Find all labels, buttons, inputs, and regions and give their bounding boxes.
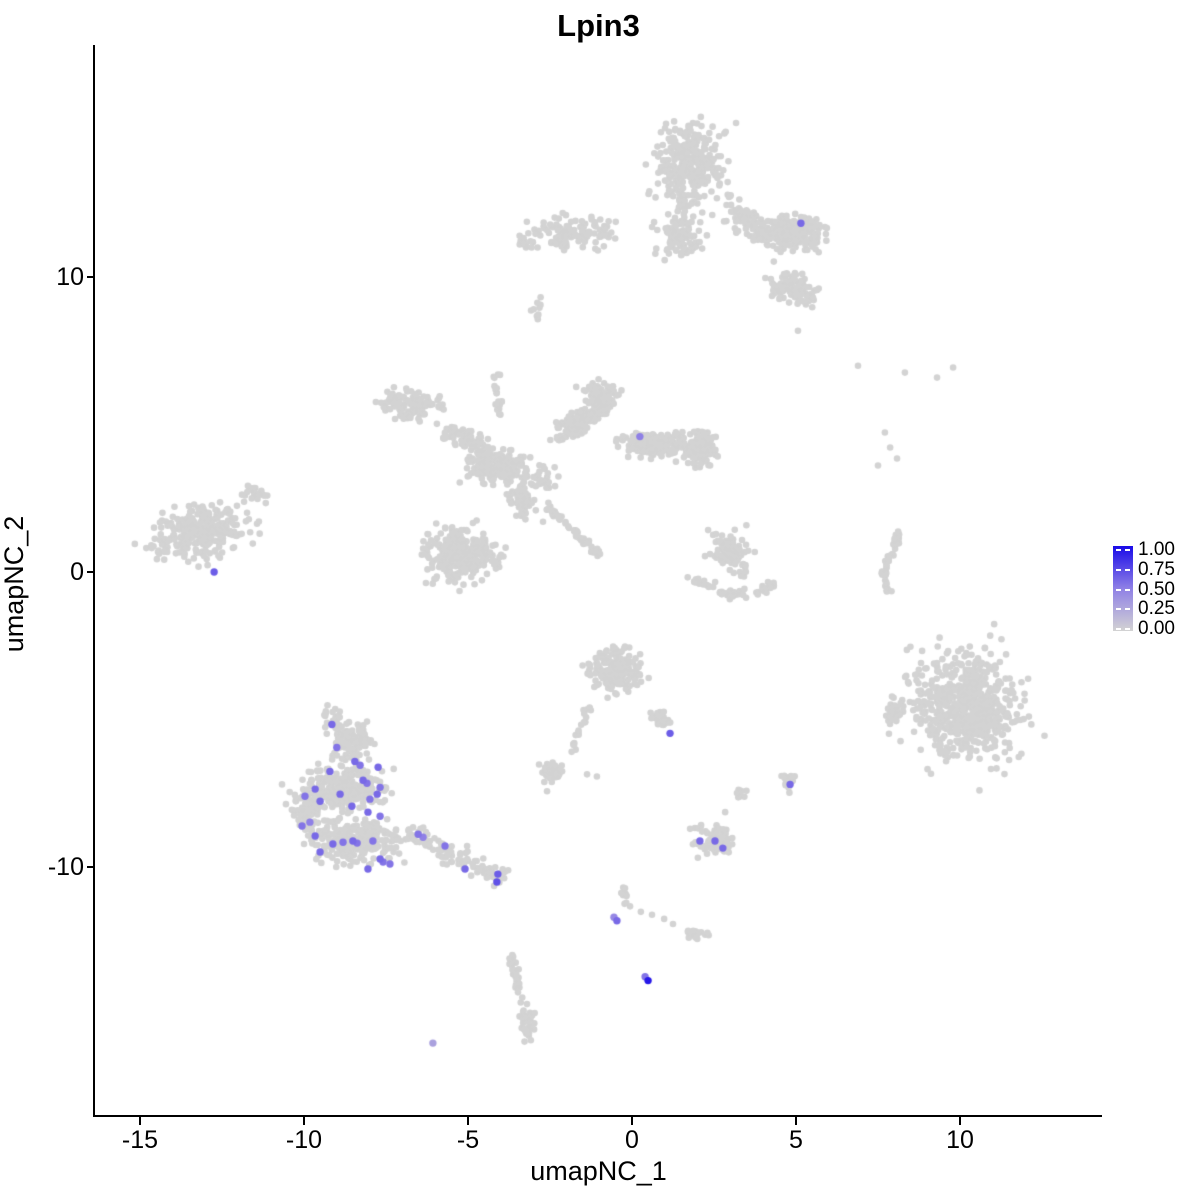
- plot-panel: [93, 45, 1102, 1117]
- x-tick-mark: [467, 1117, 469, 1125]
- y-tick-label: -10: [47, 853, 84, 881]
- plot-title: Lpin3: [557, 8, 640, 43]
- colorbar-tick: [1116, 628, 1121, 630]
- x-tick-label: 10: [946, 1126, 974, 1154]
- y-tick-mark: [87, 866, 95, 868]
- colorbar-tick: [1125, 608, 1130, 611]
- y-tick-mark: [87, 276, 95, 278]
- x-tick-mark: [303, 1117, 305, 1125]
- colorbar-label: 0.00: [1138, 618, 1175, 639]
- colorbar-tick: [1116, 608, 1121, 611]
- x-tick-label: 0: [625, 1126, 639, 1154]
- x-axis-title: umapNC_1: [530, 1156, 667, 1186]
- y-tick-label: 0: [70, 558, 84, 586]
- colorbar-tick: [1125, 549, 1130, 551]
- umap-scatter-canvas: [95, 45, 1102, 1115]
- colorbar-tick: [1116, 568, 1121, 571]
- colorbar-gradient: [1113, 546, 1133, 631]
- colorbar-label: 0.25: [1138, 598, 1175, 620]
- x-tick-mark: [631, 1117, 633, 1125]
- colorbar-tick: [1125, 588, 1130, 591]
- y-tick-mark: [87, 571, 95, 573]
- colorbar-tick: [1116, 549, 1121, 551]
- y-axis-title: umapNC_2: [0, 515, 29, 653]
- colorbar-label: 0.75: [1138, 558, 1175, 580]
- x-tick-mark: [139, 1117, 141, 1125]
- colorbar-label: 0.50: [1138, 578, 1175, 600]
- colorbar-label: 1.00: [1138, 539, 1175, 560]
- x-tick-label: 5: [789, 1126, 803, 1154]
- x-tick-label: -5: [456, 1126, 480, 1154]
- colorbar-tick: [1125, 568, 1130, 571]
- x-tick-label: -15: [121, 1126, 159, 1154]
- colorbar-tick: [1125, 628, 1130, 630]
- x-tick-mark: [795, 1117, 797, 1125]
- x-tick-mark: [959, 1117, 961, 1125]
- y-tick-label: 10: [56, 263, 84, 291]
- x-tick-label: -10: [285, 1126, 323, 1154]
- colorbar-tick: [1116, 588, 1121, 591]
